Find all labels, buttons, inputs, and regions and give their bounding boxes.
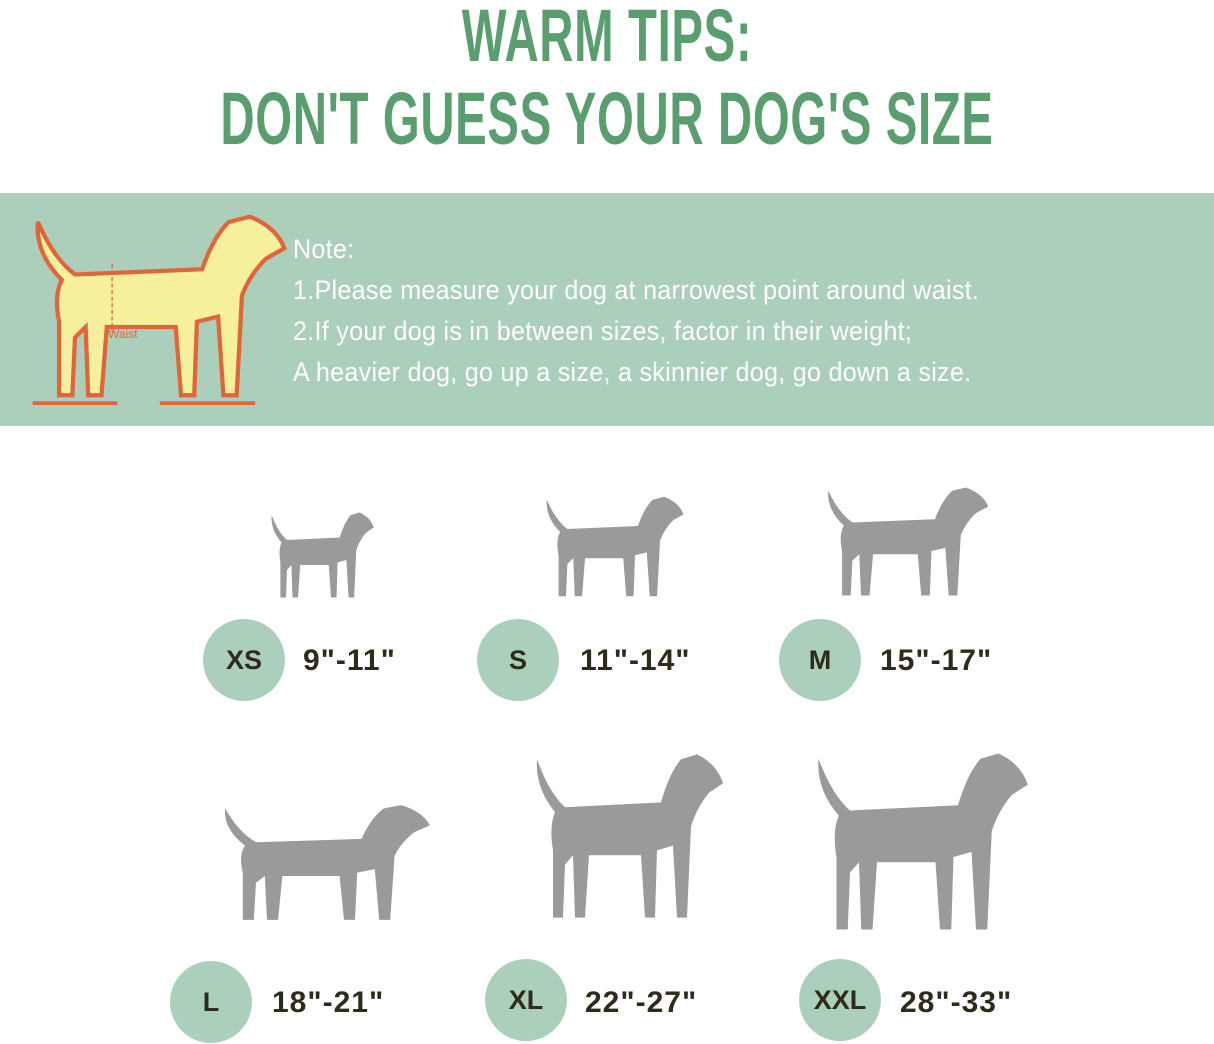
measuring-dog-illustration — [32, 201, 287, 405]
dog-silhouette-m — [828, 487, 989, 596]
size-badge-xl: XL — [485, 959, 567, 1041]
note-text: Note: 1.Please measure your dog at narro… — [293, 229, 979, 393]
size-range-m: 15"-17" — [880, 644, 993, 677]
waist-label: Waist — [108, 327, 138, 341]
note-heading: Note: — [293, 234, 355, 264]
dog-silhouette-xxl — [818, 753, 1028, 930]
title-line-1: WARM TIPS: — [461, 0, 753, 77]
dog-silhouette-l — [225, 805, 430, 920]
note-banner: Waist Note: 1.Please measure your dog at… — [0, 193, 1214, 426]
size-range-l: 18"-21" — [272, 986, 385, 1019]
dog-silhouette-s — [546, 496, 684, 597]
size-badge-xs: XS — [203, 619, 285, 701]
size-badge-s: S — [477, 619, 559, 701]
note-line-3: A heavier dog, go up a size, a skinnier … — [293, 357, 972, 387]
size-range-xl: 22"-27" — [585, 986, 698, 1019]
dog-silhouette-xs — [271, 512, 374, 598]
size-badge-m: M — [779, 619, 861, 701]
size-range-xxl: 28"-33" — [900, 986, 1013, 1019]
size-range-s: 11"-14" — [580, 644, 691, 677]
title-line-2: DON'T GUESS YOUR DOG'S SIZE — [220, 77, 994, 160]
size-range-xs: 9"-11" — [303, 644, 396, 677]
note-line-2: 2.If your dog is in between sizes, facto… — [293, 316, 913, 346]
note-line-1: 1.Please measure your dog at narrowest p… — [293, 275, 980, 305]
size-badge-xxl: XXL — [799, 959, 881, 1041]
size-badge-l: L — [170, 961, 252, 1043]
dog-silhouette-xl — [536, 754, 723, 918]
